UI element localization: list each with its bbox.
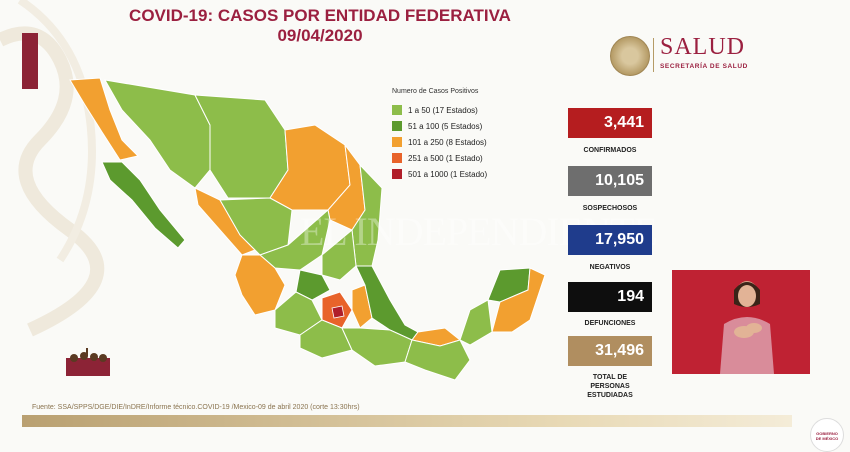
state-campeche bbox=[459, 299, 493, 346]
state-cdmx bbox=[331, 305, 345, 319]
legend-label: 101 a 250 (8 Estados) bbox=[408, 137, 487, 147]
gobierno-mexico-logo-icon: GOBIERNO DE MÉXICO bbox=[810, 418, 844, 452]
sign-language-interpreter-video bbox=[672, 270, 810, 374]
gob-logo-text: GOBIERNO DE MÉXICO bbox=[815, 431, 839, 441]
footer-gold-bar bbox=[22, 415, 792, 427]
legend-item: 251 a 500 (1 Estado) bbox=[392, 150, 562, 166]
interpreter-figure bbox=[720, 281, 774, 374]
map-legend: Numero de Casos Positivos 1 a 50 (17 Est… bbox=[392, 88, 562, 182]
state-guanajuato bbox=[295, 269, 331, 301]
legend-label: 51 a 100 (5 Estados) bbox=[408, 121, 483, 131]
legend-label: 251 a 500 (1 Estado) bbox=[408, 153, 483, 163]
total-studied-label: TOTAL DE PERSONAS ESTUDIADAS bbox=[562, 373, 658, 400]
state-chiapas bbox=[404, 339, 471, 381]
negative-value: 17,950 bbox=[568, 225, 652, 255]
confirmed-value: 3,441 bbox=[568, 108, 652, 138]
total-studied-value: 31,496 bbox=[568, 336, 652, 366]
legend-item: 51 a 100 (5 Estados) bbox=[392, 118, 562, 134]
source-footnote: Fuente: SSA/SPPS/DGE/DIE/InDRE/Informe t… bbox=[32, 404, 360, 411]
confirmed-label: CONFIRMADOS bbox=[583, 147, 637, 154]
header-accent-bar bbox=[22, 33, 38, 89]
legend-label: 1 a 50 (17 Estados) bbox=[408, 105, 478, 115]
legend-label: 501 a 1000 (1 Estado) bbox=[408, 169, 488, 179]
page-title: COVID-19: CASOS POR ENTIDAD FEDERATIVA bbox=[129, 6, 511, 25]
total-label-line: TOTAL DE bbox=[592, 374, 628, 381]
history-figures-icon bbox=[66, 348, 110, 376]
suspected-value: 10,105 bbox=[568, 166, 652, 196]
state-quintana-roo bbox=[491, 267, 546, 333]
deaths-value: 194 bbox=[568, 282, 652, 312]
salud-logo: SALUD SECRETARÍA DE SALUD bbox=[610, 34, 830, 78]
suspected-label: SOSPECHOSOS bbox=[582, 205, 638, 212]
mexico-seal-icon bbox=[610, 36, 650, 76]
state-baja-california bbox=[69, 77, 139, 161]
total-label-line: ESTUDIADAS bbox=[587, 392, 633, 399]
state-san-luis-potosi bbox=[321, 229, 357, 281]
legend-swatch bbox=[392, 105, 402, 115]
deaths-label: DEFUNCIONES bbox=[584, 320, 636, 327]
state-baja-california-sur bbox=[101, 161, 186, 249]
total-label-line: PERSONAS bbox=[590, 383, 630, 390]
legend-swatch bbox=[392, 153, 402, 163]
negative-label: NEGATIVOS bbox=[589, 264, 631, 271]
logo-divider bbox=[653, 38, 654, 72]
legend-swatch bbox=[392, 137, 402, 147]
logo-sub-text: SECRETARÍA DE SALUD bbox=[660, 63, 748, 70]
page-date: 09/04/2020 bbox=[277, 26, 363, 45]
legend-swatch bbox=[392, 169, 402, 179]
legend-item: 1 a 50 (17 Estados) bbox=[392, 102, 562, 118]
legend-swatch bbox=[392, 121, 402, 131]
mexico-map bbox=[69, 77, 546, 381]
state-oaxaca bbox=[341, 327, 413, 367]
legend-item: 501 a 1000 (1 Estado) bbox=[392, 166, 562, 182]
logo-main-text: SALUD bbox=[660, 34, 746, 60]
state-zacatecas bbox=[259, 209, 331, 271]
legend-item: 101 a 250 (8 Estados) bbox=[392, 134, 562, 150]
legend-title: Numero de Casos Positivos bbox=[392, 88, 479, 95]
